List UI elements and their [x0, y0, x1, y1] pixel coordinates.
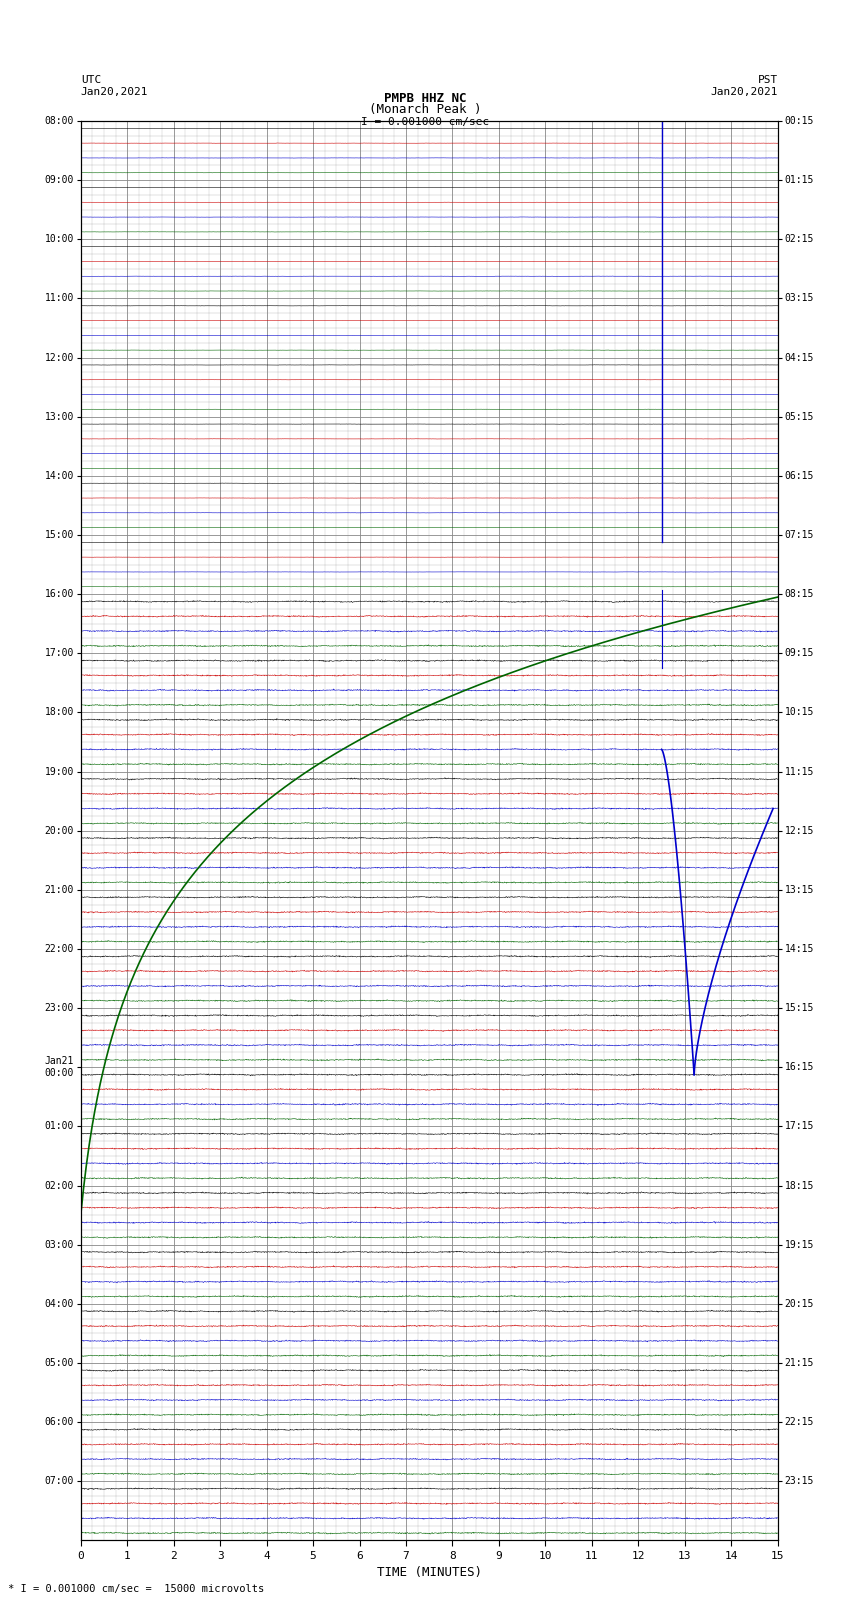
Text: (Monarch Peak ): (Monarch Peak ) [369, 103, 481, 116]
X-axis label: TIME (MINUTES): TIME (MINUTES) [377, 1566, 482, 1579]
Text: I = 0.001000 cm/sec: I = 0.001000 cm/sec [361, 118, 489, 127]
Text: * I = 0.001000 cm/sec =  15000 microvolts: * I = 0.001000 cm/sec = 15000 microvolts [8, 1584, 264, 1594]
Text: PST
Jan20,2021: PST Jan20,2021 [711, 76, 778, 97]
Text: UTC
Jan20,2021: UTC Jan20,2021 [81, 76, 148, 97]
Text: PMPB HHZ NC: PMPB HHZ NC [383, 92, 467, 105]
